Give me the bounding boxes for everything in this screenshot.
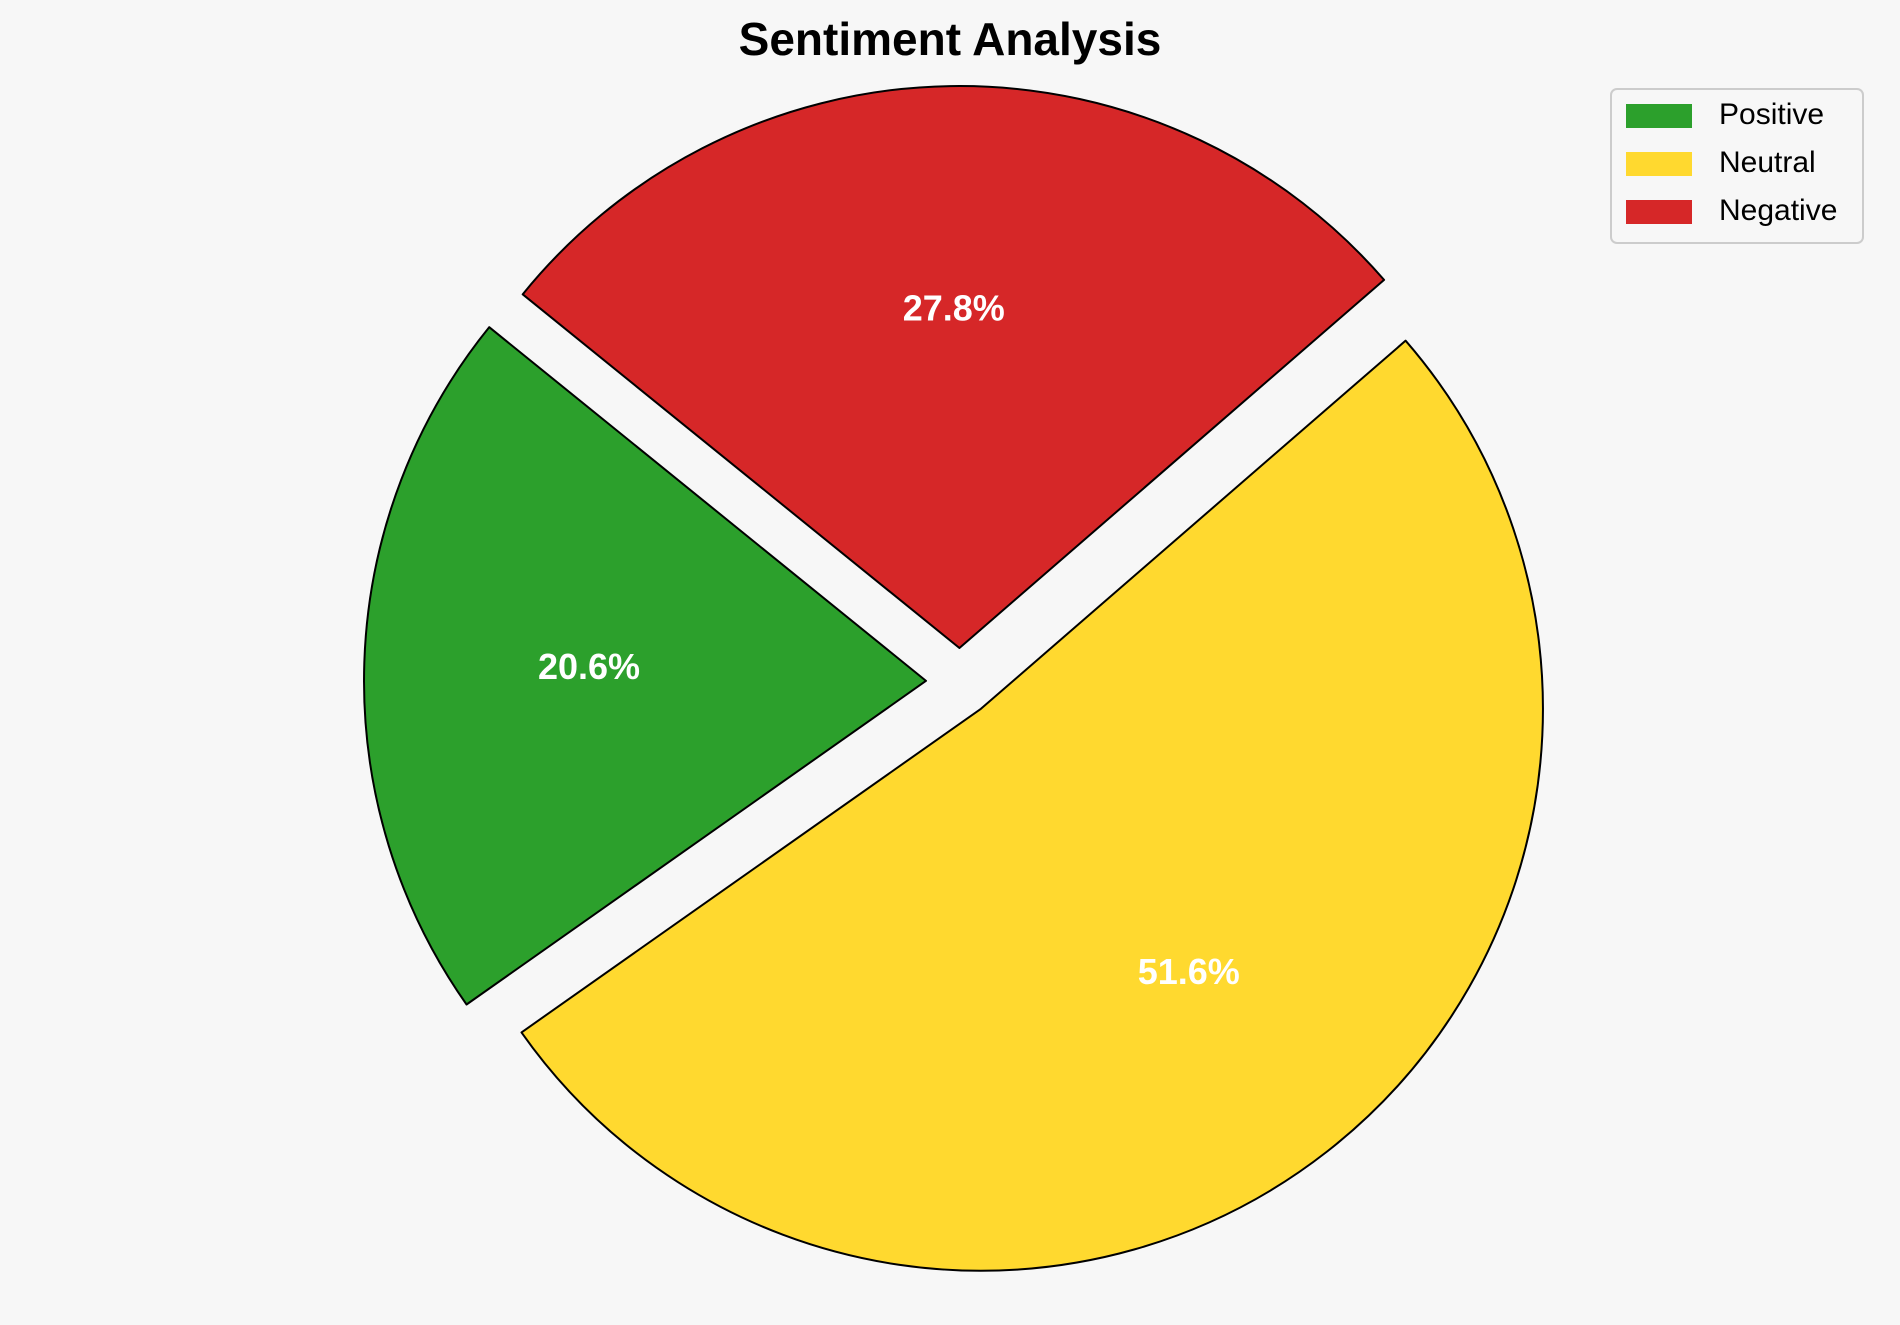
legend-swatch-positive (1626, 104, 1692, 128)
pie-slice-negative (521, 85, 1386, 650)
pie-slice-neutral (520, 339, 1544, 1272)
legend-swatch-negative (1626, 200, 1692, 224)
chart-title: Sentiment Analysis (739, 13, 1162, 65)
pie-slices (363, 85, 1544, 1272)
legend: Positive Neutral Negative (1610, 88, 1864, 244)
legend-label-negative: Negative (1719, 194, 1837, 227)
slice-label-neutral: 51.6% (1138, 951, 1240, 992)
legend-label-neutral: Neutral (1719, 146, 1816, 179)
pie-slice-labels: 20.6% 51.6% 27.8% (538, 287, 1240, 991)
legend-items: Positive Neutral Negative (1626, 98, 1837, 227)
slice-label-positive: 20.6% (538, 646, 640, 687)
legend-swatch-neutral (1626, 152, 1692, 176)
legend-label-positive: Positive (1719, 98, 1824, 131)
slice-label-negative: 27.8% (903, 287, 1005, 328)
pie-slice-positive (363, 326, 928, 1006)
